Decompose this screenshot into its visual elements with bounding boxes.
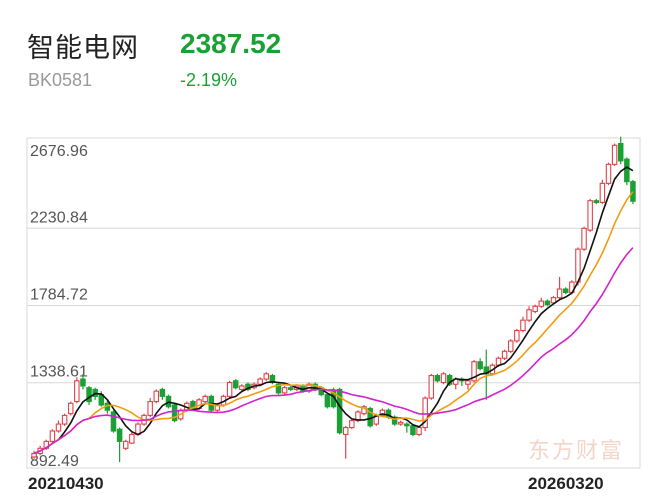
candle-body: [226, 381, 233, 397]
candle-body: [556, 288, 563, 299]
candle-body: [159, 388, 166, 397]
stock-name: 智能电网: [27, 33, 139, 64]
candle-body: [416, 426, 422, 436]
candle-body: [129, 433, 135, 444]
watermark-logo: 东方财富: [528, 439, 625, 464]
candle-body: [80, 378, 86, 387]
candle-body: [275, 383, 282, 394]
candle-body: [514, 330, 520, 342]
candle-body: [263, 373, 270, 380]
candle-body: [397, 421, 404, 425]
candle-body: [404, 423, 410, 427]
candle-body: [526, 309, 532, 321]
candle-body: [336, 388, 343, 434]
candle-body: [587, 200, 593, 231]
candle-body: [153, 390, 160, 403]
y-tick-label: 892.49: [30, 453, 79, 470]
x-end-date-label: 20260320: [528, 474, 604, 493]
candle-body: [122, 440, 129, 449]
candle-body: [624, 158, 630, 183]
candle-body: [581, 227, 587, 250]
candle-body: [465, 380, 471, 385]
candle-body: [617, 142, 624, 162]
plot-frame: [26, 137, 641, 469]
candle-body: [440, 373, 447, 384]
candle-body: [538, 300, 545, 307]
x-start-date-label: 20210430: [28, 474, 104, 493]
candle-body: [434, 375, 441, 382]
candle-body: [49, 430, 56, 442]
y-tick-label: 2676.96: [30, 143, 88, 160]
ma10-line: [33, 191, 634, 455]
candle-body: [110, 411, 117, 432]
stock-code: BK0581: [28, 70, 93, 90]
candle-body: [410, 425, 416, 436]
candle-body: [239, 385, 245, 390]
candle-body: [520, 319, 526, 332]
candle-body: [281, 387, 288, 394]
candle-body: [507, 340, 514, 352]
candle-body: [342, 426, 349, 436]
candle-body: [593, 200, 600, 203]
candle-body: [471, 361, 477, 382]
candle-body: [428, 375, 435, 399]
candle-body: [446, 375, 453, 385]
candle-body: [232, 380, 239, 389]
candle-body: [116, 428, 123, 442]
candle-body: [287, 387, 294, 390]
candle-body: [349, 420, 355, 429]
candle-body: [55, 423, 62, 432]
candle-body: [501, 350, 508, 359]
candle-body: [422, 397, 428, 429]
candle-body: [630, 181, 636, 202]
candle-body: [67, 402, 74, 415]
candle-body: [202, 395, 208, 403]
price-change-percent: -2.19%: [180, 70, 238, 90]
candle-body: [257, 378, 263, 385]
candle-body: [611, 144, 618, 165]
candle-body: [86, 387, 92, 403]
candle-body: [147, 401, 153, 416]
ma20-line: [33, 247, 634, 455]
candle-body: [599, 182, 606, 203]
candle-body: [324, 394, 331, 408]
candle-body: [379, 409, 386, 416]
candle-body: [562, 288, 569, 294]
y-tick-label: 1338.61: [30, 364, 88, 381]
candle-body: [550, 297, 557, 304]
candle-body: [31, 452, 37, 458]
candle-body: [532, 305, 538, 313]
y-tick-label: 2230.84: [30, 209, 88, 226]
candle-body: [544, 300, 551, 306]
candle-body: [605, 163, 612, 184]
candle-body: [391, 416, 398, 425]
ma5-line: [33, 166, 634, 455]
candle-body: [74, 380, 80, 403]
candle-body: [477, 361, 483, 370]
last-price: 2387.52: [180, 28, 282, 59]
candle-body: [61, 414, 68, 425]
candle-body: [171, 404, 178, 422]
y-tick-label: 1784.72: [30, 287, 88, 304]
